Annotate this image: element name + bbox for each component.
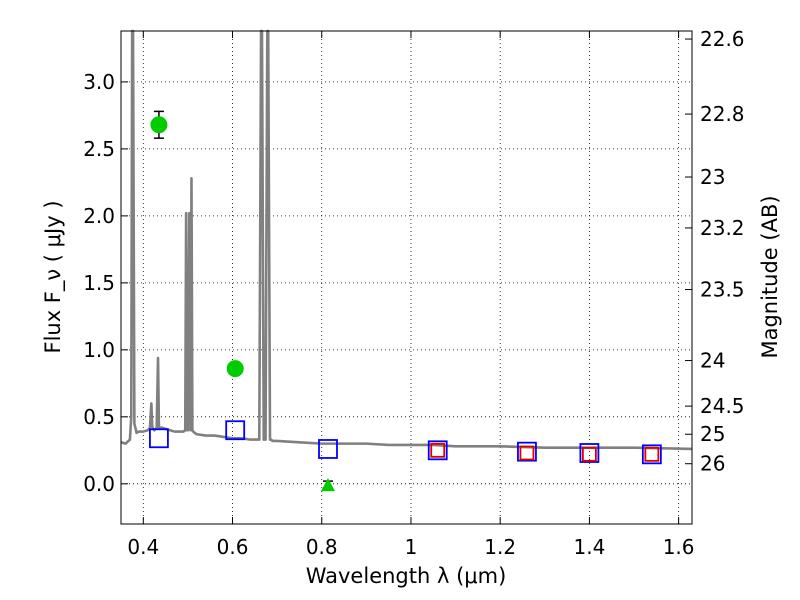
x-tick-label: 1 bbox=[405, 535, 418, 559]
axis-ticks: 0.4 0.6 0.8 1 1.2 1.4 1.6 0.0 0.5 1.0 1.5 2.0 2.5 3.0… bbox=[83, 27, 744, 559]
x-tick-label: 1.4 bbox=[573, 535, 605, 559]
y-tick-label: 2.5 bbox=[83, 137, 115, 161]
magnitude-tick-label: 26 bbox=[700, 452, 725, 476]
magnitude-tick-label: 23 bbox=[700, 165, 725, 189]
right-axis-label: Magnitude (AB) bbox=[758, 195, 782, 358]
model-flux-square bbox=[427, 440, 448, 461]
y-tick-label: 0.5 bbox=[83, 405, 115, 429]
magnitude-tick-label: 24.5 bbox=[700, 394, 745, 418]
y-tick-label: 1.0 bbox=[83, 338, 115, 362]
observed-flux-point bbox=[150, 116, 168, 134]
spectrum-line-layer bbox=[120, 29, 693, 451]
observed-flux-point bbox=[226, 360, 244, 378]
magnitude-tick-label: 23.2 bbox=[700, 216, 745, 240]
magnitude-tick-label: 22.8 bbox=[700, 102, 745, 126]
x-axis-label: Wavelength λ (μm) bbox=[306, 564, 507, 588]
model-flux-square-ir bbox=[519, 445, 535, 461]
model-flux-square-ir bbox=[581, 446, 597, 462]
y-axis-label: Flux F_ν ( μJy ) bbox=[41, 200, 66, 353]
y-tick-label: 3.0 bbox=[83, 70, 115, 94]
model-flux-square-ir bbox=[430, 442, 446, 458]
magnitude-tick-label: 22.6 bbox=[700, 27, 745, 51]
plot-frame bbox=[120, 30, 693, 525]
y-tick-label: 0.0 bbox=[83, 472, 115, 496]
model-flux-square bbox=[225, 420, 246, 441]
model-flux-square bbox=[318, 439, 338, 459]
photometry-markers bbox=[149, 110, 662, 492]
model-flux-square bbox=[579, 443, 600, 463]
x-tick-label: 0.4 bbox=[127, 535, 159, 559]
magnitude-tick-label: 24 bbox=[700, 349, 725, 373]
upper-limit-marker bbox=[320, 478, 335, 492]
model-flux-square bbox=[517, 441, 537, 462]
x-tick-label: 1.2 bbox=[484, 535, 516, 559]
model-flux-square-ir bbox=[644, 446, 660, 462]
x-tick-label: 0.6 bbox=[217, 535, 249, 559]
grid-lines bbox=[121, 31, 692, 524]
y-tick-label: 2.0 bbox=[83, 204, 115, 228]
model-spectrum-line bbox=[120, 29, 693, 451]
x-tick-label: 0.8 bbox=[306, 535, 338, 559]
x-tick-label: 1.6 bbox=[663, 535, 695, 559]
magnitude-tick-label: 25 bbox=[700, 422, 725, 446]
model-flux-square bbox=[641, 444, 662, 465]
y-tick-label: 1.5 bbox=[83, 271, 115, 295]
model-flux-square bbox=[149, 428, 169, 449]
magnitude-tick-label: 23.5 bbox=[700, 278, 745, 302]
